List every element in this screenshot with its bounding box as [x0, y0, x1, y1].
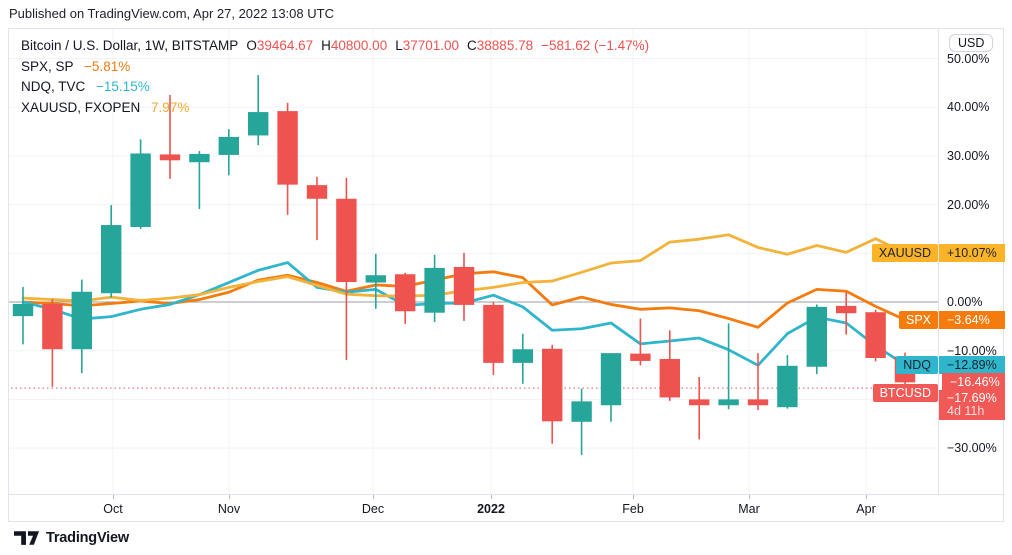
time-axis-label: Nov	[217, 502, 241, 516]
tradingview-logo-icon	[14, 530, 39, 545]
high-label: H	[321, 38, 331, 53]
symbol-title: Bitcoin / U.S. Dollar, 1W, BITSTAMP	[21, 38, 239, 53]
time-axis-tick	[633, 495, 634, 499]
price-axis[interactable]: USD 50.00%40.00%30.00%20.00%10.00%0.00%−…	[938, 29, 1005, 494]
time-axis-label: Apr	[856, 502, 876, 516]
price-axis-label: −10.00%	[947, 343, 997, 358]
time-axis-tick	[113, 495, 114, 499]
btcusd-last-value: −17.69%	[947, 391, 997, 406]
legend-compare-row-ndq[interactable]: NDQ, TVC −15.15%	[21, 77, 649, 98]
candlestick-chart	[9, 29, 938, 494]
spx-series-label: SPX	[898, 310, 938, 329]
high-value: 40800.00	[330, 38, 388, 53]
price-axis-label: 20.00%	[947, 197, 990, 212]
open-value: 39464.67	[256, 38, 314, 53]
price-axis-label: 50.00%	[947, 51, 990, 66]
time-axis-tick	[491, 495, 492, 499]
chart-plot-area[interactable]: XAUUSD SPX NDQ BTCUSD Bitcoin / U.S. Dol…	[9, 29, 938, 494]
xauusd-series-label: XAUUSD	[871, 243, 938, 262]
price-axis-label: 40.00%	[947, 100, 990, 115]
btcusd-series-label: BTCUSD	[872, 383, 938, 402]
time-axis-label: Dec	[361, 502, 385, 516]
time-axis-label: Mar	[738, 502, 760, 516]
chart-frame: XAUUSD SPX NDQ BTCUSD Bitcoin / U.S. Dol…	[8, 28, 1005, 523]
brand-name: TradingView	[46, 530, 129, 546]
change-value: −581.62 (−1.47%)	[541, 38, 650, 53]
compare-value: −5.81%	[84, 58, 131, 74]
btcusd-countdown-badge: −17.69% 4d 11h	[939, 390, 1005, 421]
time-axis-label: Feb	[622, 502, 644, 516]
spx-price-badge: −3.64%	[939, 310, 1005, 329]
footer: TradingView	[14, 530, 129, 546]
price-axis-label: −30.00%	[947, 441, 997, 456]
open-label: O	[246, 38, 257, 53]
time-axis-tick	[866, 495, 867, 499]
low-value: 37701.00	[402, 38, 460, 53]
ndq-price-badge: −12.89%	[939, 355, 1005, 374]
legend-compare-row-xauusd[interactable]: XAUUSD, FXOPEN 7.97%	[21, 98, 649, 119]
compare-symbol: NDQ, TVC	[21, 79, 86, 94]
low-label: L	[395, 38, 403, 53]
compare-value: 7.97%	[151, 99, 190, 115]
time-axis-label: 2022	[477, 502, 505, 516]
currency-toggle-button[interactable]: USD	[949, 34, 994, 52]
legend: Bitcoin / U.S. Dollar, 1W, BITSTAMP O3946…	[21, 36, 649, 118]
time-axis-tick	[749, 495, 750, 499]
ndq-series-label: NDQ	[896, 355, 938, 374]
price-axis-label: 0.00%	[947, 295, 983, 309]
btcusd-price-badge: −16.46%	[942, 373, 1005, 392]
time-axis-tick	[229, 495, 230, 499]
price-axis-label: 30.00%	[947, 148, 990, 163]
compare-symbol: SPX, SP	[21, 58, 74, 74]
time-axis-tick	[373, 495, 374, 499]
compare-symbol: XAUUSD, FXOPEN	[21, 99, 141, 115]
bar-countdown: 4d 11h	[947, 404, 985, 419]
legend-main-row[interactable]: Bitcoin / U.S. Dollar, 1W, BITSTAMP O3946…	[21, 36, 649, 57]
published-caption: Published on TradingView.com, Apr 27, 20…	[9, 6, 334, 21]
compare-value: −15.15%	[96, 79, 150, 94]
time-axis[interactable]: Oct Nov Dec 2022 Feb Mar Apr	[9, 494, 1005, 523]
legend-compare-row-spx[interactable]: SPX, SP −5.81%	[21, 57, 649, 78]
close-value: 38885.78	[476, 38, 534, 53]
close-label: C	[467, 38, 477, 53]
xauusd-price-badge: +10.07%	[939, 243, 1005, 262]
time-axis-label: Oct	[103, 502, 123, 516]
